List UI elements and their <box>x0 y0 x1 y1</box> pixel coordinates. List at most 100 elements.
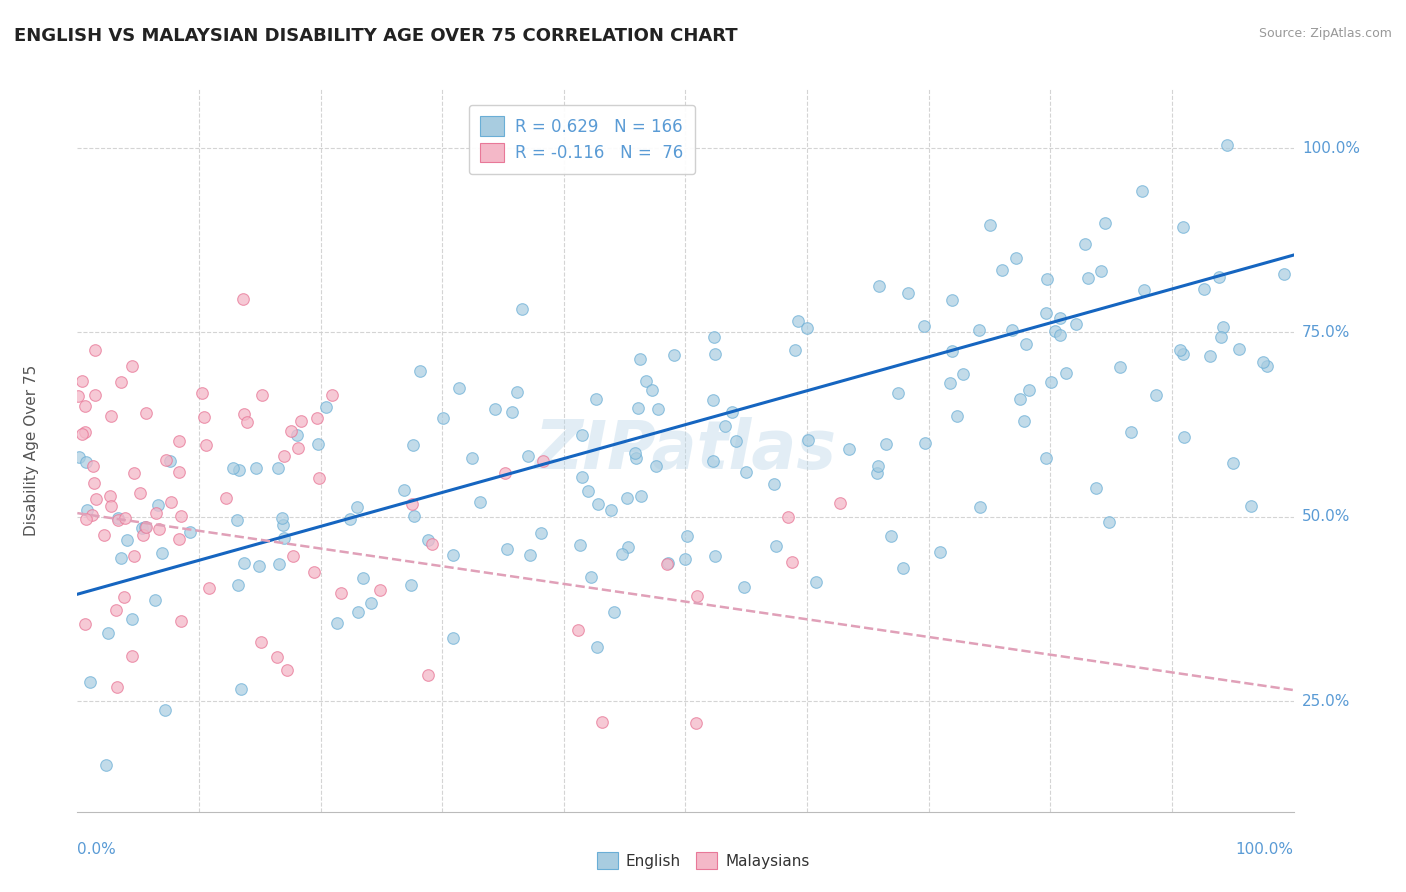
Point <box>1049 311 1071 326</box>
Point <box>1208 270 1230 285</box>
Point <box>673 551 696 566</box>
Point <box>796 321 818 335</box>
Point <box>624 451 647 466</box>
Point <box>530 526 553 541</box>
Point <box>399 578 422 592</box>
Point <box>352 571 374 585</box>
Point <box>914 435 936 450</box>
Point <box>641 384 664 398</box>
Point <box>326 615 349 630</box>
Point <box>150 546 173 560</box>
Point <box>159 454 181 468</box>
Point <box>441 631 464 645</box>
Point <box>578 483 600 498</box>
Point <box>321 388 343 402</box>
Point <box>806 574 828 589</box>
Point <box>402 508 425 523</box>
Text: 100.0%: 100.0% <box>1236 842 1294 857</box>
Point <box>647 402 669 417</box>
Point <box>100 409 122 423</box>
Point <box>290 414 312 428</box>
Point <box>702 454 724 468</box>
Point <box>1198 349 1220 363</box>
Point <box>122 466 145 480</box>
Point <box>617 540 640 554</box>
Point <box>105 603 128 617</box>
Point <box>626 401 648 415</box>
Point <box>266 460 288 475</box>
Point <box>1227 342 1250 356</box>
Point <box>941 344 963 359</box>
Point <box>941 293 963 307</box>
Point <box>67 450 90 464</box>
Point <box>153 703 176 717</box>
Point <box>84 387 107 401</box>
Point <box>420 537 443 551</box>
Point <box>506 384 529 399</box>
Point <box>249 634 271 648</box>
Point <box>80 508 103 522</box>
Point <box>612 547 634 561</box>
Point <box>198 582 221 596</box>
Point <box>1064 317 1087 331</box>
Point <box>114 511 136 525</box>
Point <box>1215 137 1237 152</box>
Point <box>1146 388 1168 402</box>
Point <box>516 449 538 463</box>
Point <box>1012 414 1035 428</box>
Text: 100.0%: 100.0% <box>1302 141 1360 156</box>
Point <box>579 570 602 584</box>
Point <box>724 434 747 449</box>
Point <box>329 585 352 599</box>
Point <box>271 511 294 525</box>
Point <box>1035 271 1057 285</box>
Point <box>76 503 98 517</box>
Point <box>1132 283 1154 297</box>
Point <box>179 525 201 540</box>
Point <box>66 389 89 403</box>
Point <box>70 374 93 388</box>
Point <box>1015 337 1038 351</box>
Point <box>893 561 915 575</box>
Point <box>616 491 638 505</box>
Point <box>721 405 744 419</box>
Point <box>72 426 94 441</box>
Point <box>1108 359 1130 374</box>
Point <box>685 716 707 731</box>
Point <box>155 452 177 467</box>
Point <box>131 528 153 542</box>
Point <box>501 405 523 419</box>
Point <box>887 385 910 400</box>
Point <box>75 425 97 439</box>
Point <box>170 509 193 524</box>
Point <box>233 408 256 422</box>
Point <box>107 513 129 527</box>
Point <box>765 539 787 553</box>
Point <box>273 449 295 463</box>
Point <box>703 330 725 344</box>
Point <box>276 663 298 677</box>
Point <box>75 512 97 526</box>
Point <box>1171 219 1194 234</box>
Point <box>1168 343 1191 357</box>
Point <box>1256 359 1278 374</box>
Point <box>1130 184 1153 198</box>
Point <box>1119 425 1142 440</box>
Point <box>585 392 607 407</box>
Point <box>228 463 250 477</box>
Point <box>702 392 724 407</box>
Point <box>1077 271 1099 285</box>
Point <box>225 513 247 527</box>
Point <box>880 529 903 543</box>
Point <box>991 263 1014 277</box>
Text: Source: ZipAtlas.com: Source: ZipAtlas.com <box>1258 27 1392 40</box>
Point <box>107 511 129 525</box>
Point <box>1212 320 1234 334</box>
Point <box>73 616 96 631</box>
Point <box>568 538 591 552</box>
Point <box>287 441 309 455</box>
Point <box>449 381 471 395</box>
Point <box>128 485 150 500</box>
Point <box>167 533 190 547</box>
Point <box>599 503 621 517</box>
